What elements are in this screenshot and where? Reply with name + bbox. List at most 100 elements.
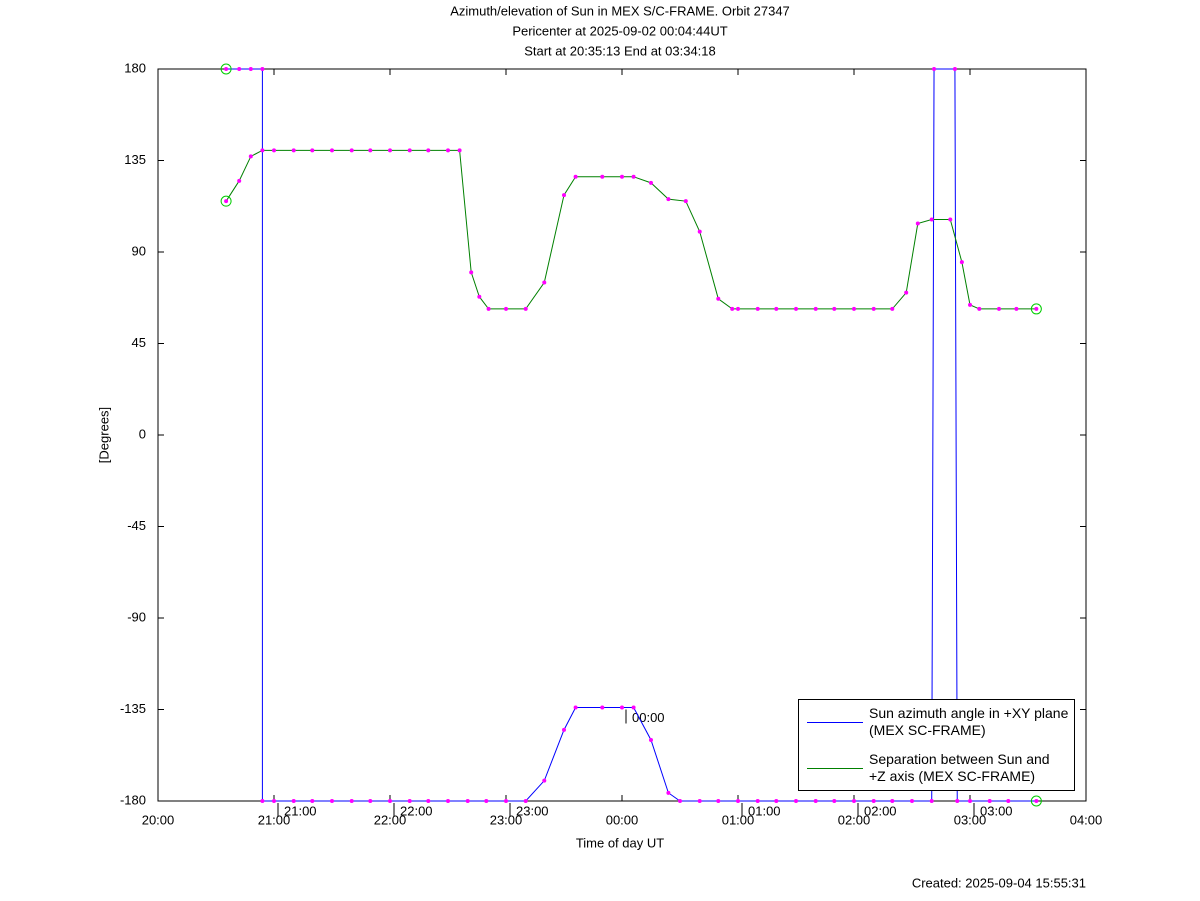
sample-marker <box>465 799 470 803</box>
legend-swatch <box>807 722 863 723</box>
y-tick-label: -135 <box>120 701 146 716</box>
sample-marker <box>1006 799 1011 803</box>
sample-marker <box>330 799 334 803</box>
sample-marker <box>987 799 992 803</box>
sample-marker <box>260 67 265 71</box>
sample-marker <box>237 178 242 183</box>
sample-marker <box>573 705 578 710</box>
sample-marker <box>486 306 491 311</box>
y-tick-label: 135 <box>124 152 146 167</box>
sample-marker <box>932 67 937 71</box>
sample-marker <box>310 148 315 153</box>
annotation: 01:00 <box>748 803 781 818</box>
sample-marker <box>349 148 354 153</box>
x-tick-label: 04:00 <box>1070 812 1103 827</box>
sample-marker <box>237 67 242 71</box>
sample-marker <box>871 306 876 311</box>
annotation: 03:00 <box>980 803 1013 818</box>
x-tick-label: 22:00 <box>374 812 407 827</box>
sample-marker <box>407 799 412 803</box>
sample-marker <box>794 306 798 311</box>
x-tick-label: 01:00 <box>722 812 755 827</box>
x-axis-label: Time of day UT <box>576 835 664 850</box>
sample-marker <box>457 148 462 153</box>
sample-marker <box>755 799 760 803</box>
sample-marker <box>1014 306 1019 311</box>
sample-marker <box>248 67 253 71</box>
sample-marker <box>291 799 296 803</box>
sample-marker <box>929 799 934 803</box>
sample-marker <box>852 799 856 803</box>
sample-marker <box>977 306 982 311</box>
sample-marker <box>573 174 578 179</box>
sample-marker <box>697 799 702 803</box>
sample-marker <box>1034 306 1039 311</box>
y-tick-label: 45 <box>132 335 146 350</box>
end-marker <box>1030 303 1042 315</box>
footer: Created: 2025-09-04 15:55:31 <box>912 875 1086 890</box>
sample-marker <box>388 799 392 803</box>
sample-marker <box>349 799 354 803</box>
sample-marker <box>272 799 276 803</box>
sample-marker <box>774 306 779 311</box>
sample-marker <box>542 778 547 783</box>
sample-marker <box>368 148 373 153</box>
sample-marker <box>446 148 450 153</box>
sample-marker <box>620 174 624 179</box>
sample-marker <box>523 306 528 311</box>
sample-marker <box>832 306 837 311</box>
y-tick-label: -180 <box>120 792 146 807</box>
annotation: 02:00 <box>864 803 897 818</box>
sample-marker <box>562 193 566 198</box>
sample-marker <box>272 148 276 153</box>
x-tick-label: 23:00 <box>490 812 523 827</box>
sample-marker <box>813 306 818 311</box>
sample-marker <box>955 799 960 803</box>
annotation: 23:00 <box>516 803 549 818</box>
sample-marker <box>224 67 229 71</box>
annotation: 00:00 <box>632 710 665 725</box>
plot-frame <box>157 68 1087 802</box>
series-line <box>226 68 1037 802</box>
sample-marker <box>697 229 702 234</box>
sample-marker <box>542 280 547 285</box>
sample-marker <box>600 174 605 179</box>
sample-marker <box>968 799 972 803</box>
series-line <box>225 149 1037 310</box>
sample-marker <box>736 799 740 803</box>
sample-marker <box>997 306 1001 311</box>
sample-marker <box>730 306 735 311</box>
sample-marker <box>716 799 721 803</box>
sample-marker <box>890 306 895 311</box>
sample-marker <box>631 174 636 179</box>
sample-marker <box>562 727 566 732</box>
x-tick-label: 20:00 <box>142 812 175 827</box>
y-tick-label: 0 <box>139 426 146 441</box>
sample-marker <box>523 799 528 803</box>
sample-marker <box>260 799 265 803</box>
sample-marker <box>426 799 431 803</box>
y-tick-label: 90 <box>132 243 146 258</box>
sample-marker <box>683 199 688 204</box>
x-tick-label: 02:00 <box>838 812 871 827</box>
sample-marker <box>813 799 818 803</box>
legend-label: Separation between Sun and +Z axis (MEX … <box>869 751 1050 784</box>
sample-marker <box>407 148 412 153</box>
sample-marker <box>368 799 373 803</box>
annotation: 22:00 <box>400 803 433 818</box>
y-axis-label: [Degrees] <box>96 407 111 463</box>
sample-marker <box>649 180 653 185</box>
legend: Sun azimuth angle in +XY plane (MEX SC-F… <box>798 699 1075 791</box>
end-marker <box>220 195 232 207</box>
sample-marker <box>477 294 482 299</box>
sample-marker <box>248 154 253 159</box>
sample-marker <box>631 705 636 710</box>
sample-marker <box>310 799 315 803</box>
y-tick-label: -45 <box>127 518 146 533</box>
sample-marker <box>600 705 605 710</box>
sample-marker <box>910 799 914 803</box>
sample-marker <box>469 270 474 275</box>
annotation: 21:00 <box>284 803 317 818</box>
